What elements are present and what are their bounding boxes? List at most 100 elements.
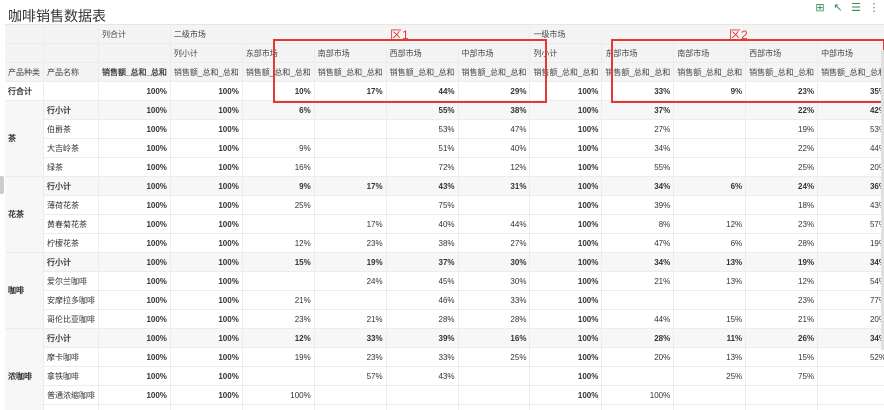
value-cell[interactable]: 46%: [386, 291, 458, 310]
value-cell[interactable]: [674, 158, 746, 177]
value-cell[interactable]: 100%: [530, 82, 602, 101]
value-cell[interactable]: 10%: [242, 82, 314, 101]
value-cell[interactable]: 100%: [170, 215, 242, 234]
value-cell[interactable]: 100%: [99, 120, 171, 139]
value-cell[interactable]: 9%: [242, 177, 314, 196]
value-cell[interactable]: 23%: [746, 215, 818, 234]
value-cell[interactable]: [602, 291, 674, 310]
value-cell[interactable]: 100%: [170, 386, 242, 405]
value-cell[interactable]: 21%: [242, 291, 314, 310]
cursor-icon[interactable]: ↖: [832, 2, 844, 14]
value-cell[interactable]: [314, 386, 386, 405]
value-cell[interactable]: 22%: [746, 139, 818, 158]
value-cell[interactable]: 100%: [170, 101, 242, 120]
value-cell[interactable]: [314, 291, 386, 310]
value-cell[interactable]: 100%: [170, 329, 242, 348]
value-cell[interactable]: [458, 196, 530, 215]
value-cell[interactable]: 6%: [242, 101, 314, 120]
value-cell[interactable]: 6%: [674, 177, 746, 196]
value-cell[interactable]: 38%: [386, 234, 458, 253]
value-cell[interactable]: 47%: [602, 234, 674, 253]
value-cell[interactable]: 100%: [170, 253, 242, 272]
value-cell[interactable]: 23%: [314, 348, 386, 367]
value-cell[interactable]: 100%: [530, 215, 602, 234]
value-cell[interactable]: [314, 101, 386, 120]
value-cell[interactable]: 42%: [818, 101, 884, 120]
value-cell[interactable]: 19%: [242, 348, 314, 367]
collapse-handle[interactable]: [0, 176, 4, 194]
value-cell[interactable]: 100%: [530, 405, 602, 410]
value-cell[interactable]: 25%: [746, 158, 818, 177]
value-cell[interactable]: 34%: [602, 177, 674, 196]
value-cell[interactable]: 100%: [99, 177, 171, 196]
value-cell[interactable]: [746, 386, 818, 405]
value-cell[interactable]: 100%: [99, 329, 171, 348]
value-cell[interactable]: 15%: [746, 348, 818, 367]
value-cell[interactable]: [242, 367, 314, 386]
value-cell[interactable]: 19%: [746, 120, 818, 139]
value-cell[interactable]: 100%: [170, 367, 242, 386]
value-cell[interactable]: 15%: [242, 253, 314, 272]
value-cell[interactable]: 17%: [314, 215, 386, 234]
value-cell[interactable]: 25%: [674, 367, 746, 386]
value-cell[interactable]: [674, 196, 746, 215]
value-cell[interactable]: 72%: [386, 158, 458, 177]
value-cell[interactable]: 37%: [602, 101, 674, 120]
value-cell[interactable]: 27%: [458, 234, 530, 253]
value-cell[interactable]: 100%: [99, 158, 171, 177]
value-cell[interactable]: 100%: [170, 272, 242, 291]
value-cell[interactable]: 100%: [99, 348, 171, 367]
value-cell[interactable]: 57%: [314, 367, 386, 386]
value-cell[interactable]: 30%: [458, 253, 530, 272]
value-cell[interactable]: 100%: [530, 158, 602, 177]
value-cell[interactable]: 31%: [458, 177, 530, 196]
value-cell[interactable]: 24%: [314, 272, 386, 291]
value-cell[interactable]: 16%: [458, 329, 530, 348]
value-cell[interactable]: 13%: [674, 272, 746, 291]
value-cell[interactable]: 33%: [458, 291, 530, 310]
value-cell[interactable]: 100%: [170, 291, 242, 310]
value-cell[interactable]: 54%: [818, 272, 884, 291]
value-cell[interactable]: 35%: [818, 82, 884, 101]
value-cell[interactable]: 6%: [674, 234, 746, 253]
value-cell[interactable]: 9%: [242, 139, 314, 158]
value-cell[interactable]: 100%: [99, 139, 171, 158]
value-cell[interactable]: 39%: [314, 405, 386, 410]
value-cell[interactable]: 39%: [386, 329, 458, 348]
value-cell[interactable]: 21%: [314, 310, 386, 329]
value-cell[interactable]: 44%: [386, 82, 458, 101]
value-cell[interactable]: 100%: [99, 291, 171, 310]
value-cell[interactable]: 100%: [99, 101, 171, 120]
value-cell[interactable]: 29%: [458, 82, 530, 101]
value-cell[interactable]: [314, 196, 386, 215]
value-cell[interactable]: 30%: [458, 272, 530, 291]
value-cell[interactable]: 55%: [386, 101, 458, 120]
value-cell[interactable]: 12%: [242, 234, 314, 253]
value-cell[interactable]: 55%: [602, 158, 674, 177]
value-cell[interactable]: 100%: [170, 196, 242, 215]
value-cell[interactable]: 12%: [458, 158, 530, 177]
value-cell[interactable]: 100%: [99, 253, 171, 272]
value-cell[interactable]: 21%: [746, 310, 818, 329]
value-cell[interactable]: [602, 367, 674, 386]
value-cell[interactable]: [674, 101, 746, 120]
value-cell[interactable]: 100%: [530, 291, 602, 310]
value-cell[interactable]: 57%: [818, 215, 884, 234]
value-cell[interactable]: 34%: [818, 329, 884, 348]
value-cell[interactable]: 39%: [602, 196, 674, 215]
value-cell[interactable]: 25%: [458, 348, 530, 367]
value-cell[interactable]: 9%: [674, 82, 746, 101]
value-cell[interactable]: 45%: [386, 272, 458, 291]
value-cell[interactable]: 11%: [602, 405, 674, 410]
value-cell[interactable]: 8%: [602, 215, 674, 234]
value-cell[interactable]: 100%: [170, 82, 242, 101]
value-cell[interactable]: [674, 291, 746, 310]
value-cell[interactable]: 43%: [386, 367, 458, 386]
value-cell[interactable]: 20%: [818, 310, 884, 329]
value-cell[interactable]: 19%: [746, 253, 818, 272]
value-cell[interactable]: 43%: [818, 196, 884, 215]
value-cell[interactable]: 75%: [746, 367, 818, 386]
value-cell[interactable]: [818, 386, 884, 405]
value-cell[interactable]: 21%: [602, 272, 674, 291]
value-cell[interactable]: 26%: [746, 329, 818, 348]
